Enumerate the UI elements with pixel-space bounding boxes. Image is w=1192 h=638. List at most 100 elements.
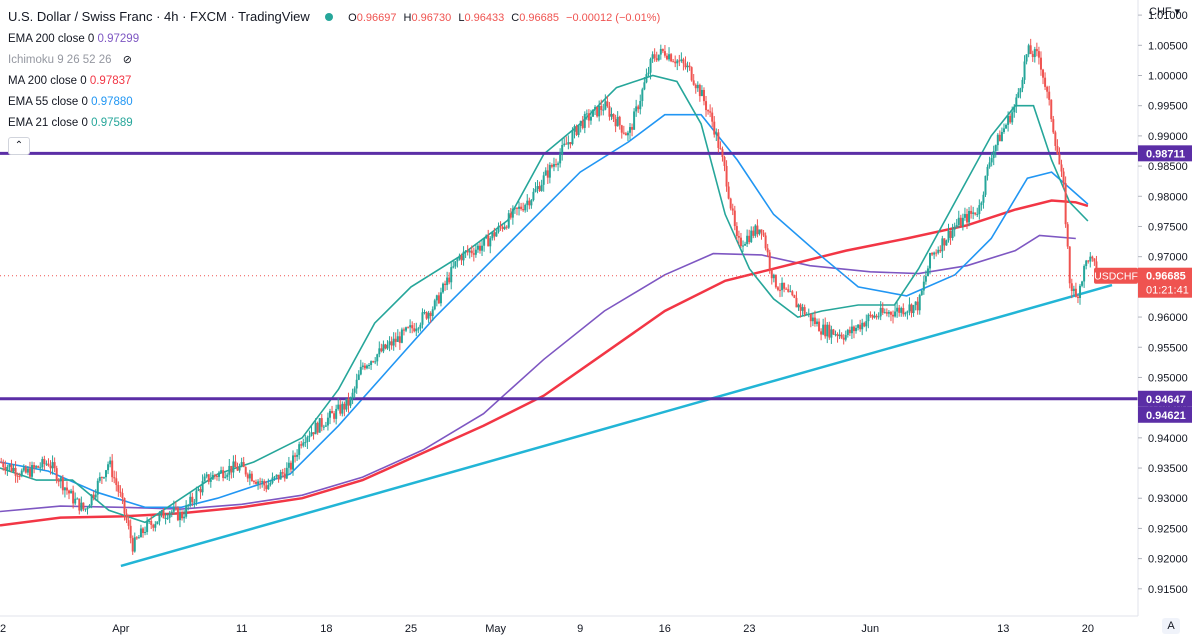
candle-body bbox=[407, 327, 410, 329]
ohlc-close-key: C bbox=[511, 12, 520, 24]
candle-body bbox=[776, 287, 779, 290]
indicator-ema21[interactable]: EMA 21 close 0 0.97589 bbox=[8, 113, 664, 134]
candle-body bbox=[339, 404, 342, 414]
candle-body bbox=[361, 365, 364, 367]
ohlc-high-value: 0.96730 bbox=[411, 12, 452, 24]
candle-body bbox=[16, 475, 19, 477]
ohlc-close-value: 0.96685 bbox=[519, 12, 559, 24]
candle-body bbox=[702, 89, 705, 102]
candle-body bbox=[569, 142, 572, 145]
candle-body bbox=[220, 470, 223, 473]
candle-body bbox=[269, 482, 272, 485]
candle-body bbox=[388, 341, 391, 345]
candle-body bbox=[1091, 256, 1094, 259]
candle-body bbox=[779, 289, 782, 291]
candle-body bbox=[838, 334, 841, 337]
candle-body bbox=[333, 413, 336, 419]
collapse-legend-button[interactable]: ⌃ bbox=[8, 137, 30, 155]
candle-body bbox=[478, 245, 481, 251]
candle-body bbox=[961, 217, 964, 227]
candle-body bbox=[133, 537, 136, 552]
candle-body bbox=[528, 200, 531, 206]
candle-body bbox=[1074, 288, 1077, 297]
candle-body bbox=[131, 538, 134, 552]
candle-body bbox=[807, 313, 810, 315]
candle-body bbox=[174, 507, 177, 509]
candle-body bbox=[117, 485, 120, 492]
candle-body bbox=[250, 473, 253, 482]
candle-body bbox=[359, 366, 362, 375]
candle-body bbox=[277, 474, 280, 480]
candle-body bbox=[65, 487, 68, 491]
candle-body bbox=[674, 61, 677, 64]
candle-body bbox=[1066, 224, 1069, 247]
indicator-label: EMA 200 close 0 bbox=[8, 33, 95, 45]
candle-body bbox=[908, 304, 911, 312]
candle-body bbox=[372, 361, 375, 363]
hidden-eye-icon[interactable]: ⊘ bbox=[122, 54, 132, 66]
candle-body bbox=[748, 235, 751, 243]
candle-body bbox=[170, 511, 173, 513]
candle-body bbox=[135, 537, 138, 539]
candle-body bbox=[929, 253, 932, 269]
y-tick-label: 0.95000 bbox=[1148, 372, 1188, 384]
candle-body bbox=[803, 307, 806, 315]
candle-body bbox=[875, 315, 878, 318]
candle-body bbox=[446, 277, 449, 286]
candle-body bbox=[82, 502, 85, 510]
candle-body bbox=[456, 259, 459, 262]
ohlc-low-value: 0.96433 bbox=[464, 12, 505, 24]
candle-body bbox=[96, 480, 99, 495]
candle-body bbox=[920, 290, 923, 296]
candle-body bbox=[6, 466, 9, 471]
candle-body bbox=[1039, 57, 1042, 70]
candle-body bbox=[910, 304, 913, 314]
indicator-ema200[interactable]: EMA 200 close 0 0.97299 bbox=[8, 29, 664, 50]
candle-body bbox=[1025, 54, 1028, 62]
currency-selector[interactable]: CHF ▾ bbox=[1149, 5, 1180, 18]
candle-body bbox=[476, 245, 479, 250]
candle-body bbox=[963, 214, 966, 218]
symbol-title[interactable]: U.S. Dollar / Swiss Franc · 4h · FXCM · … bbox=[8, 9, 310, 24]
candle-body bbox=[651, 54, 654, 60]
candle-body bbox=[602, 109, 605, 111]
market-status-dot-icon bbox=[324, 13, 333, 21]
candle-body bbox=[555, 164, 558, 166]
candle-body bbox=[154, 524, 157, 528]
ohlc-values: O0.96697 H0.96730 L0.96433 C0.96685 −0.0… bbox=[348, 12, 664, 24]
candle-body bbox=[51, 462, 54, 469]
candle-body bbox=[207, 474, 210, 482]
candle-body bbox=[454, 261, 457, 267]
candle-body bbox=[331, 411, 334, 414]
candle-body bbox=[1027, 45, 1030, 55]
candle-body bbox=[474, 249, 477, 255]
indicator-ema55[interactable]: EMA 55 close 0 0.97880 bbox=[8, 92, 664, 113]
y-tick-label: 0.93500 bbox=[1148, 463, 1188, 475]
candle-body bbox=[281, 472, 284, 474]
ohlc-change: −0.00012 (−0.01%) bbox=[566, 12, 661, 24]
candle-body bbox=[1019, 88, 1022, 93]
price-label-bg bbox=[1138, 406, 1192, 423]
symbol-tag: USDCHF bbox=[1094, 271, 1138, 283]
candle-body bbox=[990, 158, 993, 163]
candle-body bbox=[14, 467, 17, 476]
candle-body bbox=[232, 461, 235, 473]
candle-body bbox=[717, 132, 720, 148]
candle-body bbox=[898, 307, 901, 313]
candle-body bbox=[848, 329, 851, 334]
candle-body bbox=[608, 106, 611, 117]
candle-body bbox=[970, 210, 973, 214]
candle-body bbox=[894, 311, 897, 317]
candle-body bbox=[655, 58, 658, 61]
candle-body bbox=[452, 266, 455, 268]
candle-body bbox=[98, 476, 101, 481]
candle-body bbox=[10, 464, 13, 472]
candle-body bbox=[824, 324, 827, 337]
indicator-ichimoku[interactable]: Ichimoku 9 26 52 26 ⊘ bbox=[8, 50, 664, 71]
auto-scale-button[interactable]: A bbox=[1162, 618, 1180, 634]
candle-body bbox=[949, 230, 952, 238]
candle-body bbox=[1087, 260, 1090, 262]
indicator-ma200[interactable]: MA 200 close 0 0.97837 bbox=[8, 71, 664, 92]
candle-body bbox=[20, 470, 23, 476]
